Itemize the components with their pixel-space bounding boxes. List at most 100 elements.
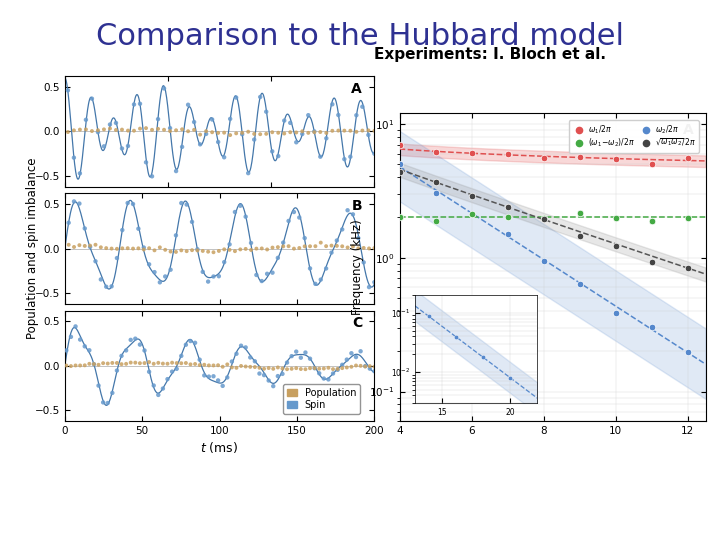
Point (170, 231, 181, 240)
Point (235, 341, 247, 350)
Point (610, 309, 621, 318)
Point (92, 126, 104, 134)
Point (185, 337, 197, 346)
Point (73, 199, 85, 208)
Point (68, 197, 80, 206)
Point (104, 120, 116, 129)
Point (143, 244, 155, 253)
Text: C: C (352, 316, 362, 330)
Point (194, 355, 205, 364)
Point (79, 224, 91, 233)
Point (363, 131, 374, 139)
Point (394, 167, 405, 176)
Point (342, 206, 354, 214)
Point (277, 242, 289, 251)
Point (176, 352, 187, 360)
Point (149, 268, 161, 276)
Point (225, 114, 236, 123)
Point (218, 258, 230, 266)
Point (226, 363, 238, 372)
Point (355, 361, 366, 370)
Point (266, 268, 278, 277)
Point (158, 84, 170, 93)
Point (101, 244, 112, 252)
Point (610, 154, 621, 163)
Point (315, 127, 326, 136)
Point (261, 107, 272, 116)
Point (338, 126, 350, 135)
Point (97, 359, 109, 368)
Point (305, 354, 316, 363)
Point (192, 246, 203, 255)
Point (202, 277, 214, 286)
Point (134, 340, 145, 349)
Point (111, 359, 122, 367)
Point (320, 134, 332, 143)
Point (181, 200, 192, 209)
Point (318, 374, 330, 383)
Point (272, 372, 284, 380)
Point (363, 126, 374, 134)
X-axis label: $t$ (ms): $t$ (ms) (200, 440, 239, 455)
Point (279, 129, 290, 138)
Point (245, 353, 256, 362)
Point (171, 364, 182, 373)
Point (359, 362, 371, 371)
Point (336, 361, 348, 369)
Point (162, 360, 174, 368)
Point (254, 130, 266, 139)
Point (295, 364, 307, 373)
Point (181, 247, 192, 255)
Point (98, 142, 109, 151)
Point (646, 159, 657, 168)
Point (279, 116, 290, 125)
Point (290, 128, 302, 137)
Point (63, 240, 74, 249)
Point (225, 131, 236, 139)
Point (294, 244, 305, 252)
Point (240, 343, 251, 352)
Point (125, 358, 137, 367)
Point (79, 241, 91, 250)
Text: A: A (351, 82, 362, 96)
Point (240, 362, 251, 371)
Point (80, 116, 91, 124)
Point (355, 347, 366, 355)
Point (98, 125, 109, 134)
Point (356, 126, 368, 135)
Point (202, 247, 214, 256)
Point (261, 269, 273, 278)
Point (106, 244, 117, 253)
Point (224, 240, 235, 249)
Point (331, 241, 343, 250)
Point (345, 152, 356, 161)
Point (95, 243, 107, 252)
Point (120, 360, 132, 368)
Point (272, 129, 284, 137)
Point (189, 125, 200, 134)
Point (138, 243, 150, 252)
Point (229, 247, 240, 255)
Point (574, 153, 585, 162)
Point (282, 358, 293, 367)
Point (134, 359, 145, 368)
Point (153, 390, 164, 399)
Point (107, 359, 118, 367)
Point (253, 363, 265, 372)
Point (305, 242, 316, 251)
Point (333, 126, 344, 135)
Point (116, 125, 127, 134)
Point (194, 130, 206, 139)
Point (122, 199, 133, 207)
Point (276, 369, 288, 378)
Point (266, 244, 278, 252)
Point (139, 346, 150, 355)
Point (266, 128, 278, 137)
Point (111, 245, 122, 253)
Point (364, 362, 376, 370)
Point (84, 346, 95, 355)
Point (369, 278, 380, 287)
Point (538, 214, 549, 222)
Point (283, 242, 294, 251)
Point (369, 244, 380, 252)
